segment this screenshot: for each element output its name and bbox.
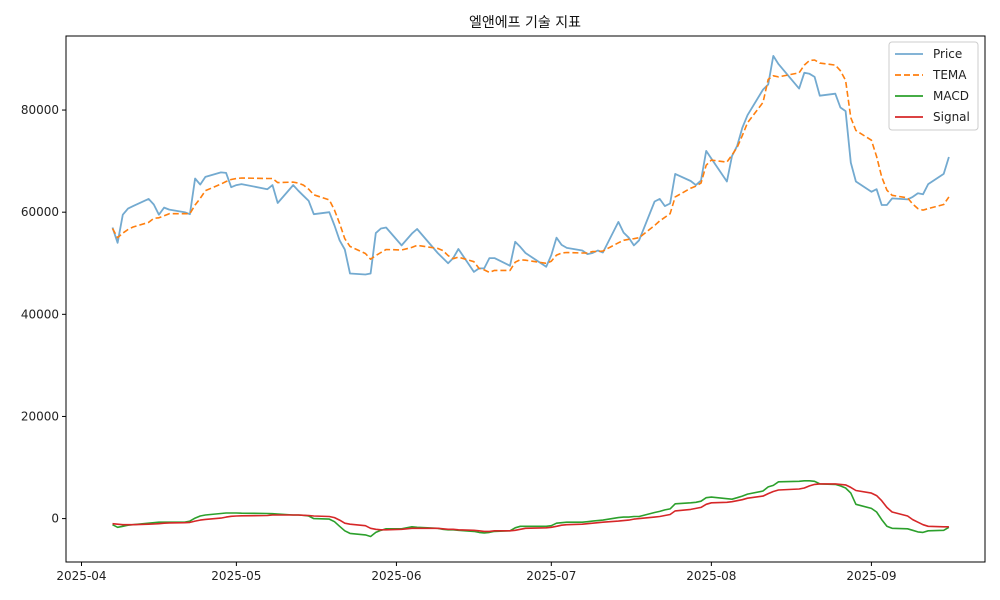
legend-label-tema: TEMA [932, 68, 967, 82]
y-axis: 0 20000 40000 60000 80000 [21, 103, 66, 526]
legend-label-price: Price [933, 47, 962, 61]
series-layer [111, 55, 950, 538]
x-tick-label: 2025-09 [846, 569, 896, 583]
series-line-price [111, 55, 950, 276]
y-tick-label: 0 [51, 512, 59, 526]
y-tick-label: 40000 [21, 307, 59, 321]
series-line-macd [112, 479, 950, 538]
legend-box [888, 41, 979, 131]
legend-label-macd: MACD [933, 89, 969, 103]
y-tick-label: 60000 [21, 205, 59, 219]
x-tick-label: 2025-06 [371, 569, 421, 583]
x-tick-label: 2025-04 [56, 569, 106, 583]
legend: Price TEMA MACD Signal [888, 41, 979, 131]
x-tick-label: 2025-05 [211, 569, 261, 583]
series-line-tema [111, 59, 950, 274]
x-tick-label: 2025-07 [526, 569, 576, 583]
chart-title: 엘앤에프 기술 지표 [469, 15, 581, 31]
y-tick-label: 20000 [21, 409, 59, 423]
x-tick-label: 2025-08 [686, 569, 736, 583]
plot-frame [65, 35, 986, 563]
x-axis: 2025-04 2025-05 2025-06 2025-07 2025-08 2025-… [56, 562, 896, 583]
series-line-signal [112, 483, 949, 533]
legend-label-signal: Signal [933, 110, 970, 124]
y-tick-label: 80000 [21, 103, 59, 117]
